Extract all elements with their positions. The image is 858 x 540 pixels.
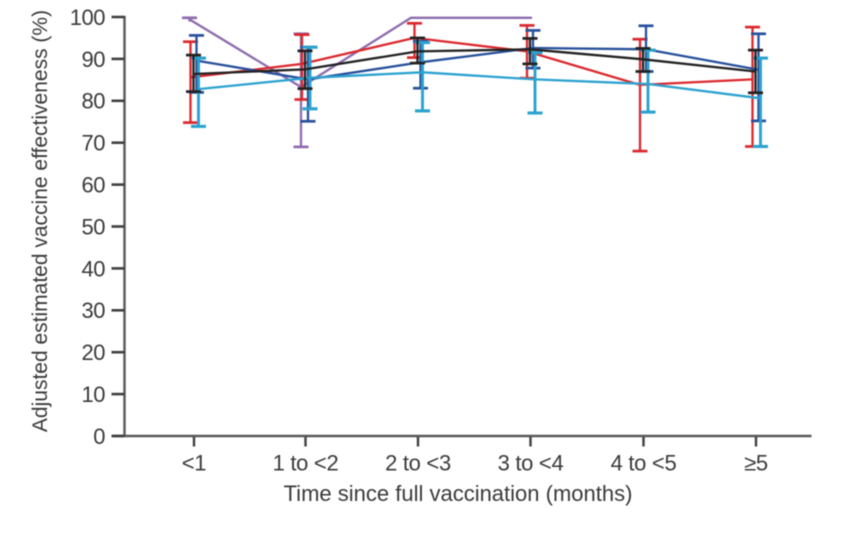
svg-text:70: 70 — [82, 131, 106, 156]
svg-text:0: 0 — [93, 424, 105, 449]
svg-text:90: 90 — [82, 47, 106, 72]
svg-text:Time since full vaccination (m: Time since full vaccination (months) — [284, 481, 633, 506]
svg-text:80: 80 — [82, 89, 106, 114]
svg-text:30: 30 — [82, 298, 106, 323]
svg-text:50: 50 — [82, 214, 106, 239]
svg-text:100: 100 — [70, 5, 105, 30]
svg-text:Adjusted estimated vaccine eff: Adjusted estimated vaccine effectiveness… — [29, 10, 52, 432]
svg-text:3 to <4: 3 to <4 — [498, 451, 564, 476]
svg-text:2 to <3: 2 to <3 — [385, 451, 451, 476]
svg-text:1 to <2: 1 to <2 — [273, 451, 339, 476]
svg-text:<1: <1 — [182, 451, 207, 476]
svg-text:40: 40 — [82, 256, 106, 281]
svg-text:4 to <5: 4 to <5 — [611, 451, 677, 476]
svg-text:60: 60 — [82, 173, 106, 198]
svg-text:20: 20 — [82, 340, 106, 365]
svg-text:10: 10 — [82, 382, 106, 407]
svg-text:≥5: ≥5 — [744, 451, 768, 476]
